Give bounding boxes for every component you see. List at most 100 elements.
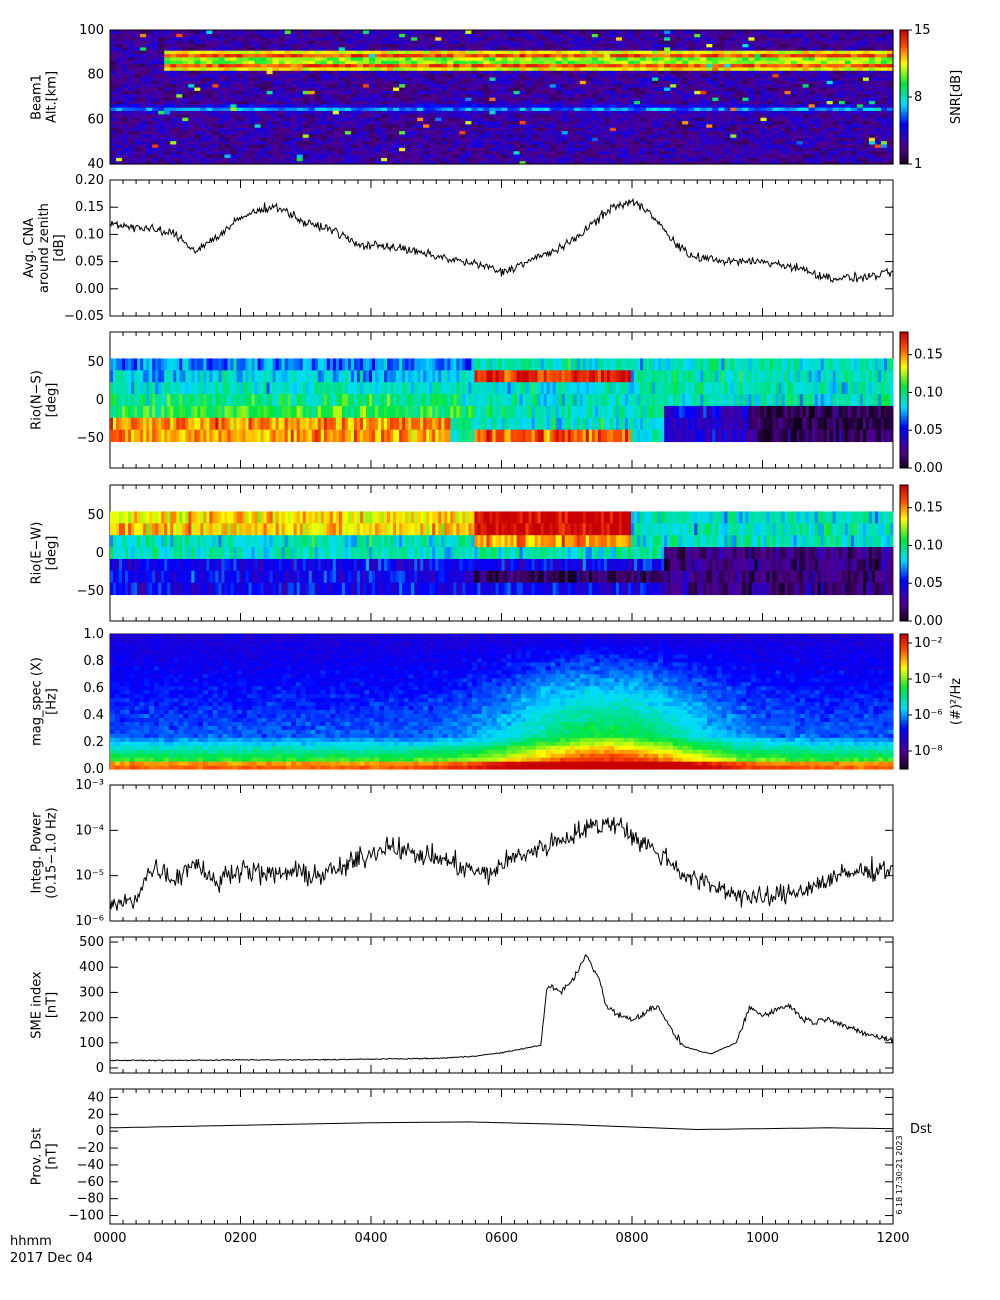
- heatmap-cell: [218, 100, 226, 105]
- heatmap-cell: [477, 43, 485, 48]
- heatmap-cell: [453, 56, 460, 61]
- heatmap-cell: [423, 110, 430, 115]
- heatmap-cell: [381, 30, 388, 34]
- heatmap-cell: [302, 143, 310, 148]
- heatmap-cell: [230, 86, 238, 91]
- heatmap-cell: [218, 73, 226, 78]
- heatmap-cell: [423, 113, 430, 118]
- heatmap-cell: [381, 33, 388, 38]
- heatmap-cell: [326, 137, 334, 142]
- heatmap-cell: [158, 103, 165, 108]
- heatmap-cell: [200, 137, 207, 142]
- heatmap-cell: [435, 160, 442, 165]
- heatmap-cell: [230, 130, 238, 135]
- heatmap-cell: [176, 140, 183, 145]
- heatmap-cell: [399, 150, 406, 155]
- heatmap-cell: [489, 140, 497, 145]
- heatmap-cell: [302, 33, 310, 38]
- heatmap-cell: [477, 97, 485, 101]
- heatmap-cell: [110, 97, 117, 101]
- heatmap-cell: [375, 133, 382, 138]
- heatmap-cell: [423, 86, 430, 91]
- heatmap-cell: [110, 43, 117, 48]
- heatmap-cell: [266, 107, 274, 111]
- heatmap-cell: [278, 123, 286, 128]
- heatmap-cell: [368, 56, 376, 61]
- heatmap-cell: [362, 117, 370, 122]
- heatmap-cell: [381, 60, 388, 65]
- heatmap-cell: [188, 76, 195, 81]
- heatmap-cell: [200, 43, 207, 48]
- heatmap-cell: [218, 70, 226, 75]
- heatmap-cell: [320, 90, 328, 95]
- heatmap-cell: [399, 147, 406, 152]
- heatmap-cell: [423, 107, 430, 111]
- heatmap-cell: [375, 150, 382, 155]
- heatmap-cell: [182, 93, 189, 98]
- heatmap-cell: [326, 33, 334, 38]
- heatmap-cell: [501, 113, 509, 118]
- heatmap-cell: [230, 140, 238, 145]
- heatmap-cell: [338, 73, 346, 78]
- heatmap-cell: [230, 157, 238, 162]
- heatmap-cell: [399, 60, 406, 65]
- heatmap-cell: [110, 53, 117, 58]
- heatmap-cell: [194, 30, 201, 34]
- heatmap-cell: [453, 100, 460, 105]
- heatmap-cell: [188, 63, 195, 68]
- heatmap-cell: [399, 86, 406, 91]
- heatmap-cell: [393, 97, 400, 101]
- heatmap-cell: [116, 86, 123, 91]
- heatmap-cell: [453, 43, 460, 48]
- heatmap-cell: [212, 30, 220, 34]
- heatmap-cell: [266, 113, 274, 118]
- heatmap-cell: [459, 63, 466, 68]
- heatmap-cell: [308, 36, 316, 41]
- heatmap-cell: [266, 50, 274, 55]
- heatmap-cell: [242, 97, 250, 101]
- heatmap-cell: [242, 83, 250, 88]
- heatmap-cell: [609, 30, 617, 34]
- heatmap-cell: [338, 97, 346, 101]
- heatmap-cell: [212, 80, 220, 85]
- heatmap-cell: [314, 157, 322, 162]
- heatmap-cell: [405, 147, 412, 152]
- heatmap-cell: [110, 60, 117, 65]
- heatmap-cell: [344, 130, 352, 135]
- heatmap-cell: [332, 36, 340, 41]
- heatmap-cell: [242, 133, 250, 138]
- heatmap-cell: [266, 60, 274, 65]
- heatmap-cell: [134, 103, 141, 108]
- heatmap-cell: [140, 33, 147, 38]
- heatmap-cell: [411, 117, 418, 122]
- heatmap-cell: [224, 53, 232, 58]
- heatmap-cell: [242, 50, 250, 55]
- heatmap-cell: [344, 103, 352, 108]
- heatmap-cell: [206, 107, 213, 111]
- heatmap-cell: [326, 127, 334, 132]
- heatmap-cell: [230, 80, 238, 85]
- heatmap-cell: [423, 90, 430, 95]
- heatmap-cell: [471, 36, 479, 41]
- heatmap-cell: [146, 40, 153, 44]
- heatmap-cell: [387, 86, 394, 91]
- heatmap-cell: [417, 36, 424, 41]
- heatmap-cell: [176, 97, 183, 101]
- heatmap-cell: [802, 30, 810, 34]
- heatmap-cell: [272, 50, 280, 55]
- heatmap-cell: [465, 30, 472, 34]
- heatmap-cell: [122, 86, 129, 91]
- heatmap-cell: [483, 137, 491, 142]
- heatmap-cell: [122, 70, 129, 75]
- heatmap-cell: [170, 130, 177, 135]
- heatmap-cell: [194, 56, 201, 61]
- heatmap-cell: [453, 120, 460, 125]
- heatmap-cell: [495, 56, 503, 61]
- heatmap-cell: [362, 80, 370, 85]
- heatmap-cell: [170, 30, 177, 34]
- heatmap-cell: [188, 133, 195, 138]
- heatmap-cell: [188, 30, 195, 34]
- heatmap-cell: [501, 160, 509, 165]
- heatmap-cell: [326, 70, 334, 75]
